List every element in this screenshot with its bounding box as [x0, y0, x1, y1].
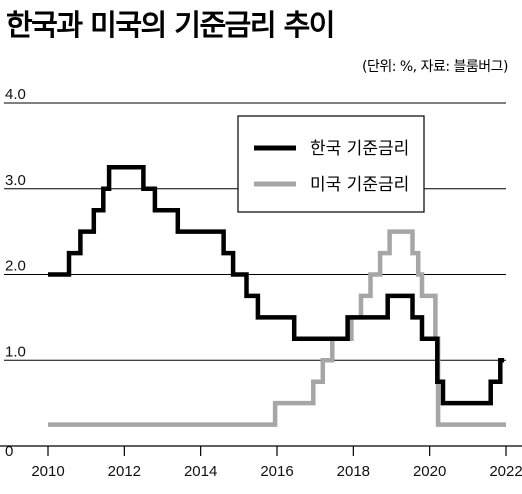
y-tick-label: 3.0: [5, 172, 26, 189]
y-axis-ticks: 0 1.0 2.0 3.0 4.0: [5, 86, 26, 460]
x-axis: 2010 2012 2014 2016 2018 2020 2022: [0, 445, 522, 480]
chart-subtitle: (단위: %, 자료: 블룸버그): [361, 59, 509, 75]
legend-label-us: 미국 기준금리: [310, 175, 409, 195]
y-tick-label: 2.0: [5, 258, 26, 275]
x-tick-label: 2018: [337, 463, 370, 480]
legend: 한국 기준금리 미국 기준금리: [237, 115, 425, 213]
series-line-korea: [48, 165, 505, 406]
series-line-us: [48, 229, 506, 427]
x-tick-label: 2022: [489, 463, 522, 480]
legend-label-korea: 한국 기준금리: [310, 139, 409, 159]
y-tick-label: 4.0: [5, 86, 26, 103]
y-tick-label: 1.0: [5, 343, 26, 360]
series-lines: [48, 165, 506, 427]
x-tick-label: 2020: [413, 463, 446, 480]
x-tick-label: 2012: [108, 463, 141, 480]
y-tick-label: 0: [5, 443, 13, 460]
x-tick-label: 2016: [260, 463, 293, 480]
x-tick-label: 2010: [31, 463, 64, 480]
legend-box: [237, 115, 425, 213]
chart-title: 한국과 미국의 기준금리 추이: [6, 8, 335, 42]
x-tick-label: 2014: [184, 463, 217, 480]
